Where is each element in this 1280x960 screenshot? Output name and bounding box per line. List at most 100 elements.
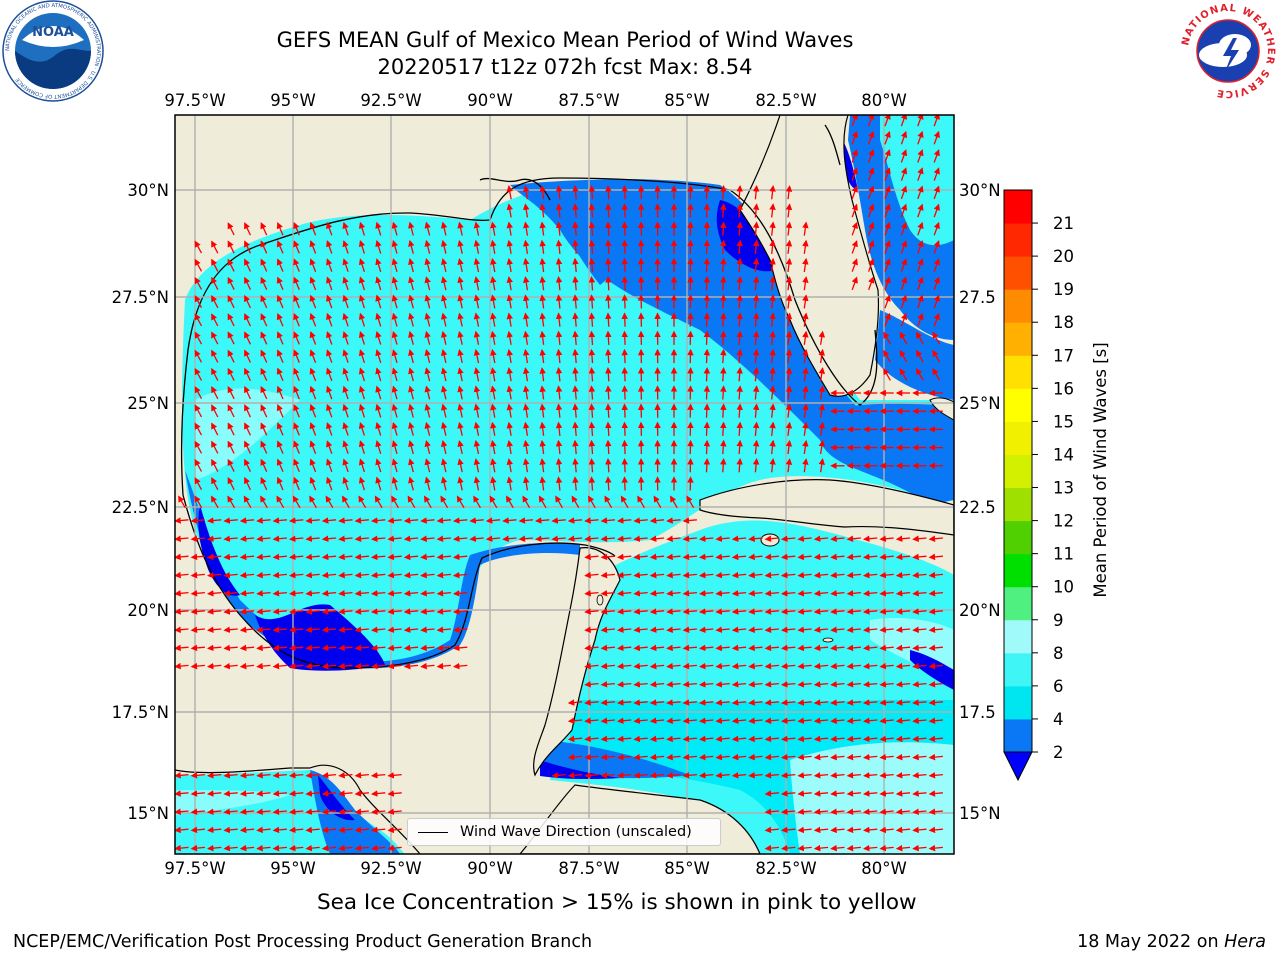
wind-arrow bbox=[617, 535, 632, 542]
wind-arrow bbox=[473, 385, 481, 400]
wind-arrow bbox=[289, 608, 304, 615]
wind-arrow bbox=[358, 239, 366, 254]
wind-arrow bbox=[720, 203, 727, 218]
wind-arrow bbox=[190, 535, 205, 542]
wind-arrow bbox=[490, 239, 497, 254]
wind-arrow bbox=[736, 403, 743, 418]
wind-arrow bbox=[490, 403, 497, 418]
wind-arrow bbox=[272, 535, 287, 542]
wind-arrow bbox=[633, 644, 648, 652]
wind-arrow bbox=[272, 517, 287, 524]
wind-arrow bbox=[682, 590, 697, 597]
wind-arrow bbox=[453, 571, 468, 579]
wind-arrow bbox=[420, 535, 435, 542]
wind-arrow bbox=[256, 535, 271, 542]
wind-arrow bbox=[175, 535, 189, 542]
wind-arrow bbox=[764, 553, 779, 561]
wind-arrow bbox=[453, 535, 468, 542]
wind-arrow bbox=[621, 294, 628, 309]
wind-arrow bbox=[933, 240, 940, 254]
wind-arrow bbox=[190, 590, 205, 597]
wind-arrow bbox=[715, 590, 730, 597]
wind-arrow bbox=[884, 312, 891, 327]
wind-arrow bbox=[292, 495, 301, 509]
wind-arrow bbox=[917, 294, 924, 309]
wind-arrow bbox=[917, 149, 924, 163]
wind-arrow bbox=[207, 626, 222, 633]
wind-arrow bbox=[912, 571, 927, 579]
wind-arrow bbox=[391, 385, 398, 400]
wind-arrow bbox=[752, 257, 760, 273]
wind-arrow bbox=[703, 239, 711, 254]
wind-arrow bbox=[321, 590, 337, 597]
wind-arrow bbox=[506, 330, 513, 345]
wind-arrow bbox=[326, 294, 333, 309]
wind-arrow bbox=[781, 662, 796, 670]
wind-arrow bbox=[326, 367, 333, 382]
colorbar-tick-label: 6 bbox=[1053, 677, 1064, 696]
wind-arrow bbox=[408, 276, 415, 291]
wind-arrow bbox=[802, 330, 809, 345]
wind-arrow bbox=[457, 312, 464, 327]
wind-arrow bbox=[748, 535, 763, 542]
wind-arrow bbox=[555, 330, 563, 345]
wind-arrow bbox=[703, 312, 711, 327]
lat-tick-left: 20°N bbox=[127, 601, 169, 620]
wind-arrow bbox=[375, 421, 382, 436]
wind-arrow bbox=[391, 476, 398, 491]
wind-arrow bbox=[748, 644, 763, 652]
wind-arrow bbox=[358, 276, 366, 291]
wind-arrow bbox=[326, 258, 333, 272]
wind-arrow bbox=[354, 517, 369, 524]
lon-tick-bottom: 90°W bbox=[467, 859, 513, 878]
wind-arrow bbox=[900, 203, 908, 218]
noaa-logo: NATIONAL OCEANIC AND ATMOSPHERIC ADMINIS… bbox=[2, 0, 104, 102]
wind-arrow bbox=[457, 440, 464, 455]
wind-arrow bbox=[354, 571, 369, 579]
wind-arrow bbox=[572, 294, 579, 309]
wind-arrow bbox=[785, 403, 793, 418]
lat-tick-right: 25°N bbox=[959, 394, 1001, 413]
wind-arrow bbox=[342, 403, 349, 418]
wind-arrow bbox=[440, 403, 448, 418]
wind-arrow bbox=[473, 348, 481, 364]
wind-arrow bbox=[321, 571, 337, 579]
wind-arrow bbox=[649, 662, 665, 670]
colorbar-segment bbox=[1004, 586, 1032, 621]
wind-arrow bbox=[584, 535, 599, 542]
wind-arrow bbox=[391, 221, 398, 236]
latitude-ticks-left: 30°N 27.5°N 25°N 22.5°N 20°N 17.5°N 15°N bbox=[112, 181, 169, 823]
colorbar-segment bbox=[1004, 652, 1032, 687]
wind-arrow bbox=[879, 590, 894, 597]
wind-arrow bbox=[424, 458, 431, 473]
wind-arrow bbox=[309, 276, 317, 291]
longitude-ticks-bottom: 97.5°W 95°W 92.5°W 90°W 87.5°W 85°W 82.5°W 80°W bbox=[164, 859, 906, 878]
wind-arrow bbox=[883, 349, 891, 363]
wind-arrow bbox=[769, 421, 776, 436]
wind-arrow bbox=[227, 422, 235, 436]
wind-arrow bbox=[194, 422, 203, 436]
wind-arrow bbox=[490, 367, 497, 382]
wind-arrow bbox=[309, 403, 317, 418]
wind-arrow bbox=[797, 535, 812, 542]
wind-arrow bbox=[917, 167, 924, 181]
sea-ice-note: Sea Ice Concentration > 15% is shown in … bbox=[317, 890, 917, 915]
wind-arrow bbox=[535, 535, 550, 542]
wind-arrow bbox=[731, 608, 747, 615]
wind-arrow bbox=[440, 476, 448, 491]
wind-arrow bbox=[276, 331, 284, 345]
wind-arrow bbox=[621, 203, 628, 218]
wind-arrow bbox=[358, 385, 366, 400]
wind-arrow bbox=[239, 608, 255, 615]
wind-arrow bbox=[293, 331, 300, 345]
lon-tick-top: 80°W bbox=[861, 91, 907, 110]
wind-arrow bbox=[260, 404, 268, 418]
wind-arrow bbox=[846, 553, 861, 561]
wind-arrow bbox=[506, 495, 514, 509]
wind-arrow bbox=[239, 626, 255, 633]
wind-arrow bbox=[916, 368, 924, 381]
wind-arrow bbox=[403, 553, 419, 561]
wind-arrow bbox=[387, 553, 402, 561]
wind-arrow bbox=[846, 571, 861, 579]
